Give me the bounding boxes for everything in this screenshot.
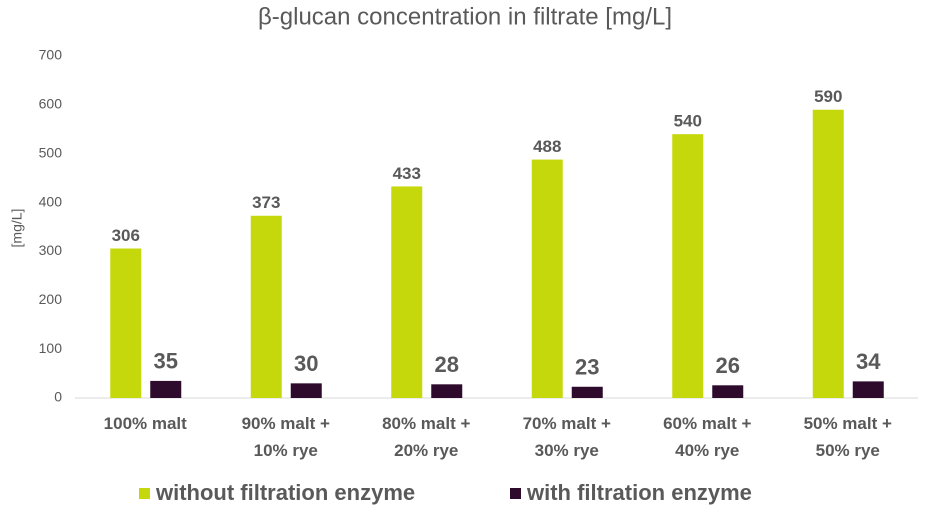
y-tick-label: 600 xyxy=(39,96,63,112)
value-label: 34 xyxy=(856,349,881,374)
bar xyxy=(571,386,603,398)
x-tick-label-line: 80% malt + xyxy=(382,414,470,433)
value-label: 590 xyxy=(814,87,842,106)
x-tick-label-line: 70% malt + xyxy=(523,414,611,433)
bar xyxy=(110,248,142,398)
value-label: 488 xyxy=(533,137,561,156)
x-tick-label-line: 50% rye xyxy=(816,441,880,460)
bar xyxy=(852,381,884,398)
bar xyxy=(812,109,844,398)
bar xyxy=(531,159,563,398)
x-tick-label: 50% malt + 50% rye xyxy=(804,414,892,460)
y-tick-label: 500 xyxy=(39,144,63,160)
y-tick-label: 300 xyxy=(39,242,63,258)
legend-swatch xyxy=(139,488,150,499)
value-label: 30 xyxy=(294,351,318,376)
value-label: 373 xyxy=(252,193,280,212)
y-axis-label: [mg/L] xyxy=(9,209,25,248)
bar xyxy=(391,186,423,398)
value-label: 28 xyxy=(435,352,459,377)
y-tick-label: 200 xyxy=(39,291,63,307)
x-tick-label-line: 10% rye xyxy=(254,441,318,460)
bar xyxy=(150,380,182,398)
value-label: 540 xyxy=(674,112,702,131)
value-label: 306 xyxy=(112,226,140,245)
value-label: 35 xyxy=(154,349,178,374)
x-tick-label-line: 20% rye xyxy=(394,441,458,460)
x-tick-label-line: 30% rye xyxy=(535,441,599,460)
bar xyxy=(250,215,282,398)
legend-label: with filtration enzyme xyxy=(526,480,752,505)
x-tick-label-line: 100% malt xyxy=(104,414,187,433)
x-tick-label-line: 60% malt + xyxy=(663,414,751,433)
legend-swatch xyxy=(510,488,521,499)
value-label: 433 xyxy=(393,164,421,183)
y-tick-label: 700 xyxy=(39,47,63,63)
value-label: 23 xyxy=(575,355,599,380)
x-tick-label: 60% malt + 40% rye xyxy=(663,414,751,460)
bar xyxy=(712,385,744,398)
legend-label: without filtration enzyme xyxy=(155,480,415,505)
x-tick-label-line: 90% malt + xyxy=(242,414,330,433)
y-tick-label: 100 xyxy=(39,340,63,356)
x-tick-label: 80% malt + 20% rye xyxy=(382,414,470,460)
x-tick-label: 100% malt xyxy=(104,414,187,433)
x-tick-label-line: 50% malt + xyxy=(804,414,892,433)
y-tick-label: 400 xyxy=(39,193,63,209)
bar xyxy=(672,134,704,398)
chart-title: β-glucan concentration in filtrate [mg/L… xyxy=(258,3,672,30)
bar xyxy=(290,383,322,398)
bar xyxy=(431,384,463,398)
x-tick-label: 70% malt + 30% rye xyxy=(523,414,611,460)
y-tick-label: 0 xyxy=(54,389,62,405)
x-tick-label: 90% malt + 10% rye xyxy=(242,414,330,460)
value-label: 26 xyxy=(716,353,740,378)
x-tick-label-line: 40% rye xyxy=(675,441,739,460)
